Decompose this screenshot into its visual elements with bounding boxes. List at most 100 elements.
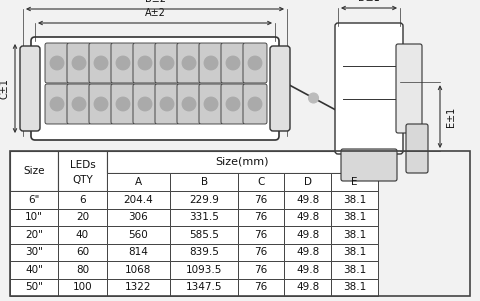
Bar	[10, 244, 58, 261]
Text: 76: 76	[254, 247, 268, 257]
Bar	[107, 226, 170, 244]
Circle shape	[226, 56, 240, 70]
Circle shape	[138, 97, 152, 111]
Text: E: E	[351, 177, 358, 187]
FancyBboxPatch shape	[270, 46, 290, 131]
Text: 38.1: 38.1	[343, 282, 366, 292]
Circle shape	[116, 56, 130, 70]
Text: D±1: D±1	[358, 0, 380, 3]
Bar	[284, 244, 331, 261]
Bar	[170, 226, 238, 244]
FancyBboxPatch shape	[20, 46, 40, 131]
FancyBboxPatch shape	[89, 84, 113, 124]
Bar	[10, 278, 58, 296]
Bar	[107, 151, 378, 173]
FancyBboxPatch shape	[133, 84, 157, 124]
Bar	[238, 209, 284, 226]
Circle shape	[94, 56, 108, 70]
Bar	[238, 278, 284, 296]
Text: 76: 76	[254, 230, 268, 240]
Bar	[331, 173, 378, 191]
Circle shape	[94, 97, 108, 111]
Text: D: D	[304, 177, 312, 187]
Text: 6": 6"	[28, 195, 40, 205]
FancyBboxPatch shape	[67, 43, 91, 83]
Text: 76: 76	[254, 282, 268, 292]
Bar	[58, 278, 107, 296]
Text: 40: 40	[76, 230, 89, 240]
Bar	[10, 151, 470, 296]
Bar	[284, 209, 331, 226]
FancyBboxPatch shape	[155, 84, 179, 124]
Text: 76: 76	[254, 195, 268, 205]
Text: C: C	[257, 177, 265, 187]
Circle shape	[138, 56, 152, 70]
FancyBboxPatch shape	[221, 84, 245, 124]
Text: 30": 30"	[25, 247, 43, 257]
Bar	[238, 226, 284, 244]
Text: 20: 20	[76, 212, 89, 222]
Bar	[170, 244, 238, 261]
Circle shape	[248, 56, 262, 70]
Text: 76: 76	[254, 265, 268, 275]
Bar	[107, 244, 170, 261]
Text: 1322: 1322	[125, 282, 152, 292]
Bar	[58, 209, 107, 226]
Text: 1093.5: 1093.5	[186, 265, 222, 275]
Text: B±2: B±2	[144, 0, 166, 4]
Text: 49.8: 49.8	[296, 230, 319, 240]
Text: 814: 814	[129, 247, 148, 257]
FancyBboxPatch shape	[177, 43, 201, 83]
Bar	[10, 209, 58, 226]
Text: 38.1: 38.1	[343, 230, 366, 240]
Text: 38.1: 38.1	[343, 247, 366, 257]
Bar	[10, 261, 58, 278]
Circle shape	[363, 123, 375, 135]
Text: 100: 100	[72, 282, 92, 292]
Text: 20": 20"	[25, 230, 43, 240]
Circle shape	[160, 56, 174, 70]
Text: A: A	[135, 177, 142, 187]
Bar	[284, 191, 331, 209]
Text: 6: 6	[79, 195, 86, 205]
Circle shape	[182, 97, 196, 111]
Circle shape	[72, 97, 86, 111]
Bar	[331, 209, 378, 226]
Bar	[107, 209, 170, 226]
Bar	[238, 261, 284, 278]
Text: 49.8: 49.8	[296, 212, 319, 222]
FancyBboxPatch shape	[221, 43, 245, 83]
Circle shape	[72, 56, 86, 70]
FancyBboxPatch shape	[111, 43, 135, 83]
FancyBboxPatch shape	[111, 84, 135, 124]
Circle shape	[363, 79, 375, 91]
FancyBboxPatch shape	[199, 84, 223, 124]
FancyBboxPatch shape	[243, 84, 267, 124]
Bar	[107, 191, 170, 209]
FancyBboxPatch shape	[396, 44, 422, 133]
Bar	[331, 226, 378, 244]
Bar	[331, 191, 378, 209]
FancyBboxPatch shape	[133, 43, 157, 83]
FancyBboxPatch shape	[31, 37, 279, 140]
Text: 306: 306	[129, 212, 148, 222]
Bar	[170, 261, 238, 278]
Text: C±1: C±1	[0, 78, 10, 99]
Bar	[170, 191, 238, 209]
Bar	[107, 261, 170, 278]
Bar	[10, 191, 58, 209]
Text: 50": 50"	[25, 282, 43, 292]
Text: 560: 560	[129, 230, 148, 240]
FancyBboxPatch shape	[177, 84, 201, 124]
Bar	[107, 173, 170, 191]
Bar	[107, 278, 170, 296]
Text: 38.1: 38.1	[343, 212, 366, 222]
Text: 331.5: 331.5	[189, 212, 219, 222]
Bar	[58, 261, 107, 278]
Text: 76: 76	[254, 212, 268, 222]
Bar	[331, 261, 378, 278]
FancyBboxPatch shape	[155, 43, 179, 83]
Bar	[170, 209, 238, 226]
Text: 1347.5: 1347.5	[186, 282, 222, 292]
Bar	[58, 191, 107, 209]
